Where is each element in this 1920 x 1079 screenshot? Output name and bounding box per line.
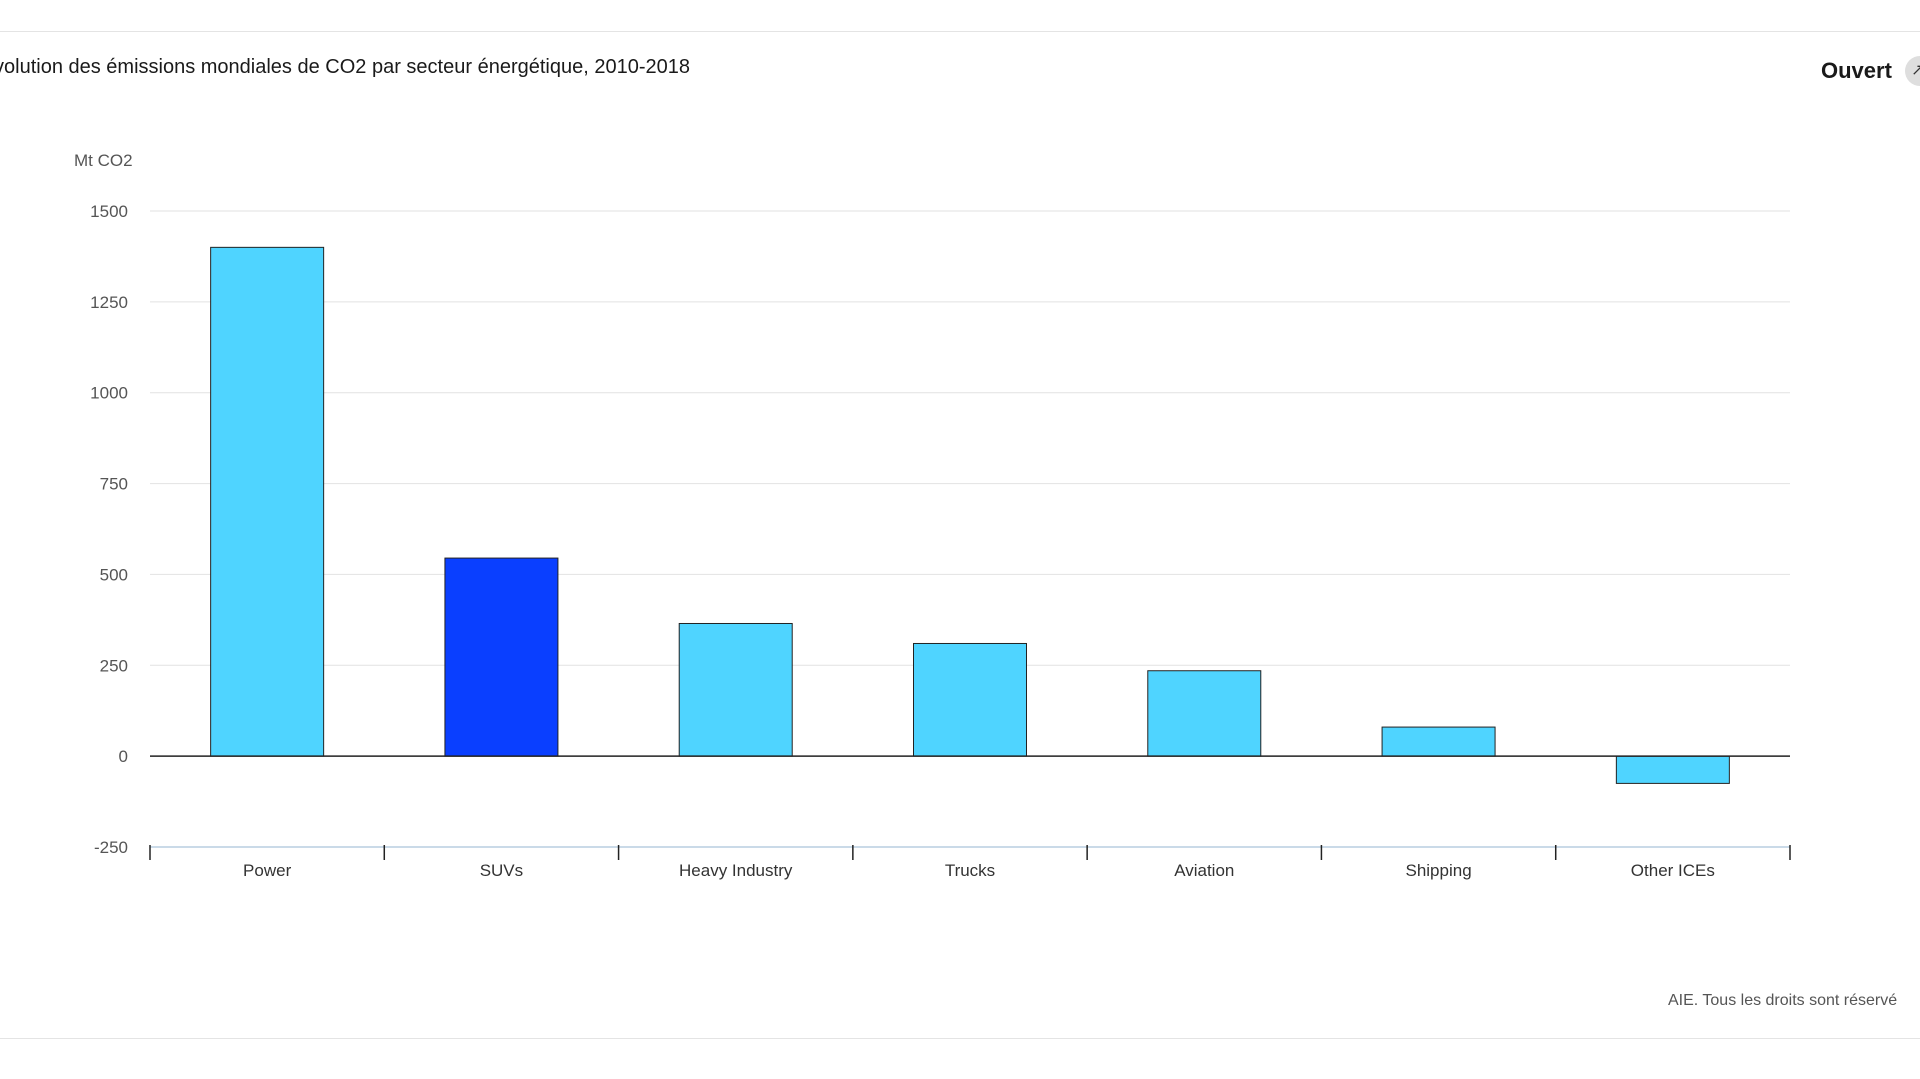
y-tick-label: 750 bbox=[100, 475, 128, 494]
gridlines bbox=[150, 210, 1790, 666]
y-axis-unit-label: Mt CO2 bbox=[74, 151, 133, 170]
y-axis-ticks: 1500 1250 1000 750 500 250 0 -250 bbox=[90, 202, 128, 857]
y-tick-label: 250 bbox=[100, 656, 128, 675]
bar-shipping[interactable] bbox=[1381, 726, 1496, 757]
y-tick-label: -250 bbox=[94, 838, 128, 857]
chart-title: volution des émissions mondiales de CO2 … bbox=[0, 56, 690, 78]
x-category-label: Other ICEs bbox=[1631, 861, 1715, 880]
open-button[interactable]: Ouvert bbox=[1821, 58, 1892, 83]
x-category-label: Shipping bbox=[1405, 861, 1471, 880]
x-category-label: Heavy Industry bbox=[679, 861, 793, 880]
x-category-label: Aviation bbox=[1174, 861, 1234, 880]
x-category-label: SUVs bbox=[480, 861, 523, 880]
bar-trucks[interactable] bbox=[913, 642, 1027, 757]
x-category-label: Power bbox=[243, 861, 292, 880]
bar-power[interactable] bbox=[210, 246, 325, 757]
x-axis bbox=[149, 845, 1791, 860]
y-tick-label: 0 bbox=[119, 747, 128, 766]
bar-suvs[interactable] bbox=[444, 557, 559, 757]
bar-heavy-industry[interactable] bbox=[678, 622, 793, 757]
top-divider bbox=[0, 31, 1920, 32]
y-tick-label: 1000 bbox=[90, 384, 128, 403]
y-tick-label: 1250 bbox=[90, 293, 128, 312]
bar-other-ices[interactable] bbox=[1615, 755, 1730, 784]
bottom-divider bbox=[0, 1038, 1920, 1039]
expand-arrow-icon[interactable]: ↗ bbox=[1905, 56, 1920, 86]
bars bbox=[150, 246, 1790, 784]
y-tick-label: 1500 bbox=[90, 202, 128, 221]
y-tick-label: 500 bbox=[100, 565, 128, 584]
copyright-note: AIE. Tous les droits sont réservé bbox=[1668, 992, 1898, 1009]
x-category-label: Trucks bbox=[945, 861, 995, 880]
x-axis-category-labels: Power SUVs Heavy Industry Trucks Aviation Shi… bbox=[243, 861, 1715, 880]
bar-aviation[interactable] bbox=[1147, 670, 1262, 757]
